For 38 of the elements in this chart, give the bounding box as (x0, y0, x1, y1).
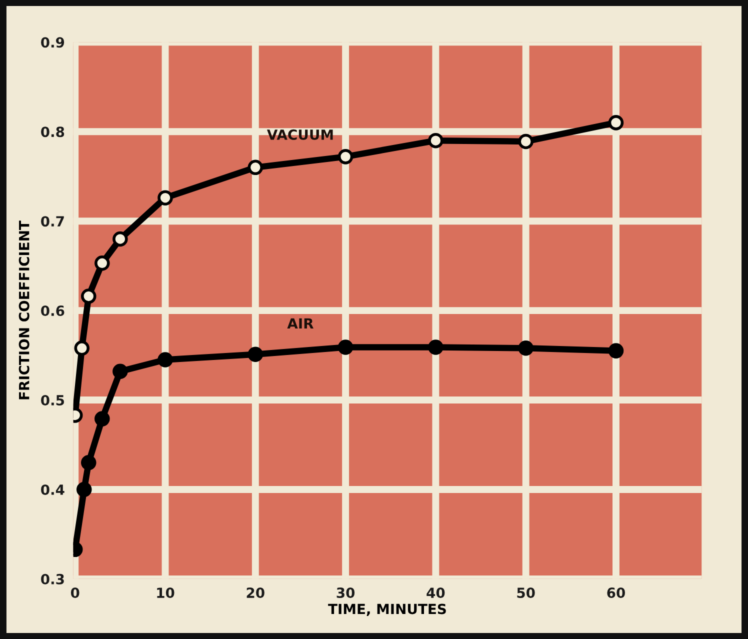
y-tick-label: 0.9 (41, 37, 64, 48)
x-tick-label: 60 (607, 588, 625, 598)
point (112, 231, 128, 247)
y-tick-label: 0.7 (41, 216, 64, 227)
point (94, 411, 110, 426)
series-label: VACUUM (266, 129, 333, 140)
x-tick-label: 30 (336, 588, 355, 598)
series-label: AIR (287, 318, 314, 328)
y-tick-label: 0.5 (41, 394, 64, 406)
point (608, 115, 624, 130)
y-axis-title: FRICTION COEFFICIENT (18, 220, 30, 400)
x-tick-label: 0 (70, 588, 80, 598)
point (158, 190, 173, 206)
point (338, 149, 354, 164)
x-tick-label: 10 (157, 588, 174, 598)
point (76, 482, 92, 498)
x-tick-label: 50 (517, 588, 535, 598)
point (338, 340, 354, 355)
x-tick-label: 20 (246, 588, 264, 598)
point (518, 134, 534, 150)
x-tick-label: 40 (426, 588, 445, 598)
point (428, 340, 444, 355)
x-axis-title: TIME, MINUTES (328, 604, 446, 616)
point (608, 343, 624, 358)
point (112, 364, 128, 380)
point (74, 340, 90, 356)
point (80, 454, 96, 470)
point (158, 352, 173, 368)
point (80, 288, 96, 304)
point (518, 340, 534, 356)
point (94, 256, 110, 271)
y-tick-label: 0.8 (41, 126, 64, 138)
y-tick-label: 0.4 (41, 484, 64, 495)
y-tick-label: 0.3 (41, 574, 64, 584)
point (428, 132, 444, 148)
point (248, 346, 264, 362)
point (248, 160, 264, 176)
y-tick-label: 0.6 (41, 306, 64, 316)
